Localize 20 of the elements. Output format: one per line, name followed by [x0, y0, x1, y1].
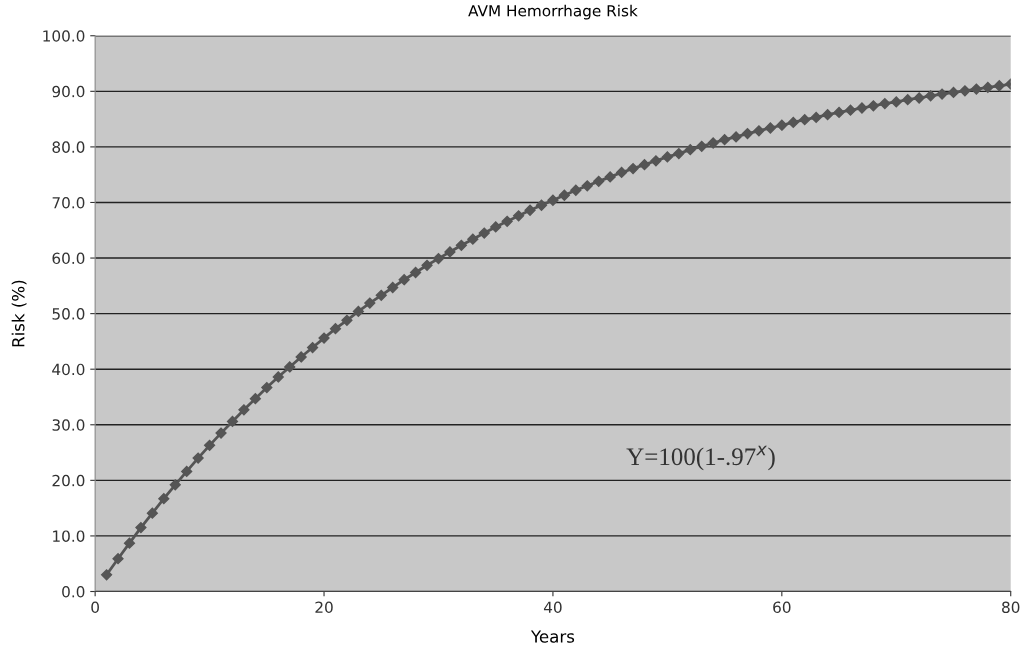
x-tick-label: 80: [1002, 601, 1020, 614]
x-axis-title: Years: [530, 630, 575, 643]
y-tick-label: 90.0: [52, 85, 85, 98]
chart-title: AVM Hemorrhage Risk: [468, 4, 638, 20]
y-tick-label: 20.0: [52, 474, 85, 487]
y-tick-label: 60.0: [52, 252, 85, 265]
x-tick-label: 40: [543, 601, 562, 614]
y-tick-label: 40.0: [52, 363, 85, 376]
y-axis-title: Risk (%): [11, 280, 27, 347]
x-tick-label: 0: [91, 601, 99, 614]
y-tick-label: 30.0: [52, 419, 85, 431]
y-tick-label: 100.0: [43, 30, 85, 42]
y-tick-label: 10.0: [53, 530, 85, 542]
y-tick-label: 80.0: [52, 141, 85, 153]
annotation: Y=100(1-.97$^{x}$): [626, 445, 775, 471]
y-tick-label: 70.0: [52, 196, 85, 209]
x-tick-label: 20: [315, 601, 333, 614]
x-tick-label: 60: [773, 601, 791, 614]
y-tick-label: 0.0: [62, 585, 85, 598]
y-tick-label: 50.0: [52, 308, 85, 320]
